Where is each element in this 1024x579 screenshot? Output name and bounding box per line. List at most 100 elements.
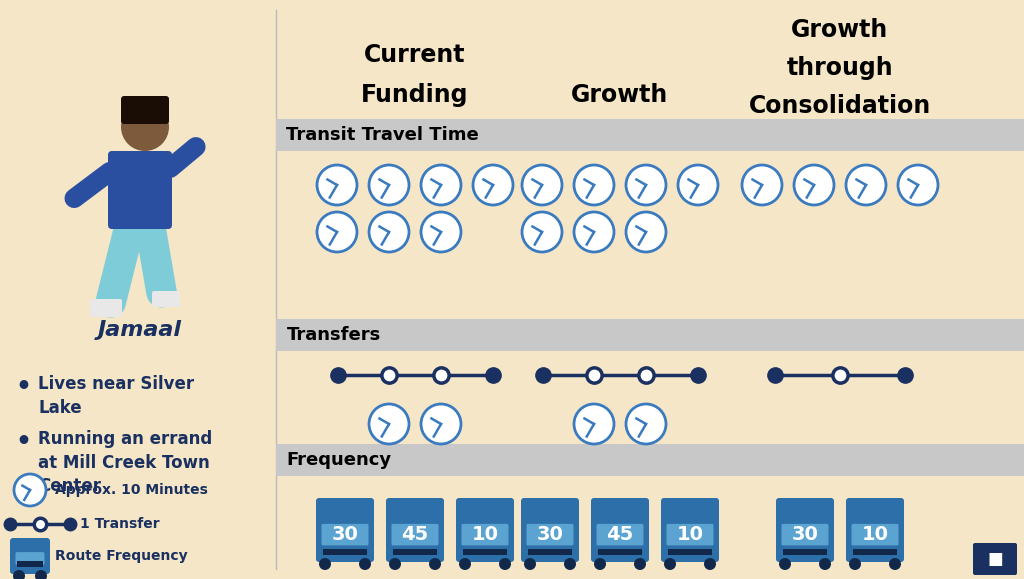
- Bar: [853, 549, 897, 555]
- Bar: [276, 444, 1024, 476]
- Circle shape: [594, 558, 606, 570]
- FancyBboxPatch shape: [667, 524, 714, 545]
- FancyBboxPatch shape: [776, 498, 834, 562]
- Circle shape: [369, 404, 409, 444]
- Text: Growth: Growth: [792, 18, 889, 42]
- Circle shape: [317, 212, 357, 252]
- FancyArrowPatch shape: [111, 228, 129, 302]
- Text: 10: 10: [861, 526, 889, 544]
- Text: Frequency: Frequency: [287, 451, 391, 469]
- Circle shape: [524, 558, 536, 570]
- Circle shape: [846, 165, 886, 205]
- Text: Running an errand
at Mill Creek Town
Center: Running an errand at Mill Creek Town Cen…: [38, 430, 212, 495]
- Circle shape: [14, 474, 46, 506]
- Circle shape: [779, 558, 791, 570]
- Bar: [17, 561, 43, 567]
- FancyBboxPatch shape: [973, 543, 1017, 575]
- Circle shape: [369, 212, 409, 252]
- FancyBboxPatch shape: [662, 498, 719, 562]
- Circle shape: [499, 558, 511, 570]
- Text: 45: 45: [401, 526, 429, 544]
- Text: 30: 30: [332, 526, 358, 544]
- Text: Lives near Silver
Lake: Lives near Silver Lake: [38, 375, 195, 417]
- Bar: [668, 549, 712, 555]
- Text: Approx. 10 Minutes: Approx. 10 Minutes: [55, 483, 208, 497]
- FancyBboxPatch shape: [462, 524, 509, 545]
- FancyBboxPatch shape: [15, 552, 44, 565]
- Circle shape: [421, 404, 461, 444]
- FancyBboxPatch shape: [852, 524, 898, 545]
- FancyBboxPatch shape: [521, 498, 579, 562]
- FancyBboxPatch shape: [526, 524, 573, 545]
- Bar: [323, 549, 367, 555]
- Circle shape: [429, 558, 441, 570]
- Text: Transfers: Transfers: [287, 326, 381, 344]
- FancyBboxPatch shape: [108, 151, 172, 229]
- Circle shape: [626, 404, 666, 444]
- Circle shape: [564, 558, 575, 570]
- Text: 30: 30: [792, 526, 818, 544]
- Text: Funding: Funding: [361, 83, 469, 107]
- Bar: [598, 549, 642, 555]
- Circle shape: [13, 570, 25, 579]
- Bar: [528, 549, 572, 555]
- FancyBboxPatch shape: [591, 498, 649, 562]
- FancyArrowPatch shape: [74, 171, 110, 199]
- Bar: [276, 119, 1024, 151]
- Text: Consolidation: Consolidation: [749, 94, 931, 118]
- Bar: [783, 549, 827, 555]
- Circle shape: [319, 558, 331, 570]
- FancyArrowPatch shape: [151, 228, 162, 292]
- Circle shape: [473, 165, 513, 205]
- Text: Growth: Growth: [571, 83, 669, 107]
- Circle shape: [421, 212, 461, 252]
- Circle shape: [35, 570, 47, 579]
- Circle shape: [889, 558, 901, 570]
- Circle shape: [121, 103, 169, 151]
- Circle shape: [898, 165, 938, 205]
- FancyBboxPatch shape: [456, 498, 514, 562]
- Text: Jamaal: Jamaal: [98, 320, 182, 340]
- Text: •: •: [15, 430, 31, 454]
- Text: •: •: [15, 375, 31, 399]
- FancyBboxPatch shape: [90, 299, 122, 317]
- Circle shape: [742, 165, 782, 205]
- FancyBboxPatch shape: [322, 524, 369, 545]
- Circle shape: [678, 165, 718, 205]
- Circle shape: [574, 165, 614, 205]
- Circle shape: [634, 558, 646, 570]
- FancyBboxPatch shape: [391, 524, 438, 545]
- Text: 45: 45: [606, 526, 634, 544]
- FancyBboxPatch shape: [316, 498, 374, 562]
- Text: 10: 10: [677, 526, 703, 544]
- Circle shape: [626, 165, 666, 205]
- Text: 10: 10: [471, 526, 499, 544]
- Circle shape: [849, 558, 861, 570]
- Circle shape: [369, 165, 409, 205]
- Circle shape: [522, 212, 562, 252]
- Bar: [276, 319, 1024, 351]
- Bar: [393, 549, 437, 555]
- Circle shape: [705, 558, 716, 570]
- FancyBboxPatch shape: [846, 498, 904, 562]
- Circle shape: [317, 165, 357, 205]
- FancyBboxPatch shape: [597, 524, 643, 545]
- FancyBboxPatch shape: [10, 538, 50, 574]
- Circle shape: [359, 558, 371, 570]
- Circle shape: [626, 212, 666, 252]
- Text: through: through: [786, 56, 893, 80]
- Circle shape: [574, 404, 614, 444]
- Circle shape: [421, 165, 461, 205]
- FancyBboxPatch shape: [121, 96, 169, 124]
- Circle shape: [664, 558, 676, 570]
- Circle shape: [819, 558, 831, 570]
- FancyBboxPatch shape: [152, 291, 180, 307]
- FancyBboxPatch shape: [781, 524, 828, 545]
- Text: ■: ■: [987, 550, 1002, 568]
- Circle shape: [389, 558, 401, 570]
- Circle shape: [459, 558, 471, 570]
- Bar: [463, 549, 507, 555]
- Text: Route Frequency: Route Frequency: [55, 549, 187, 563]
- Text: 30: 30: [537, 526, 563, 544]
- FancyArrowPatch shape: [170, 147, 196, 168]
